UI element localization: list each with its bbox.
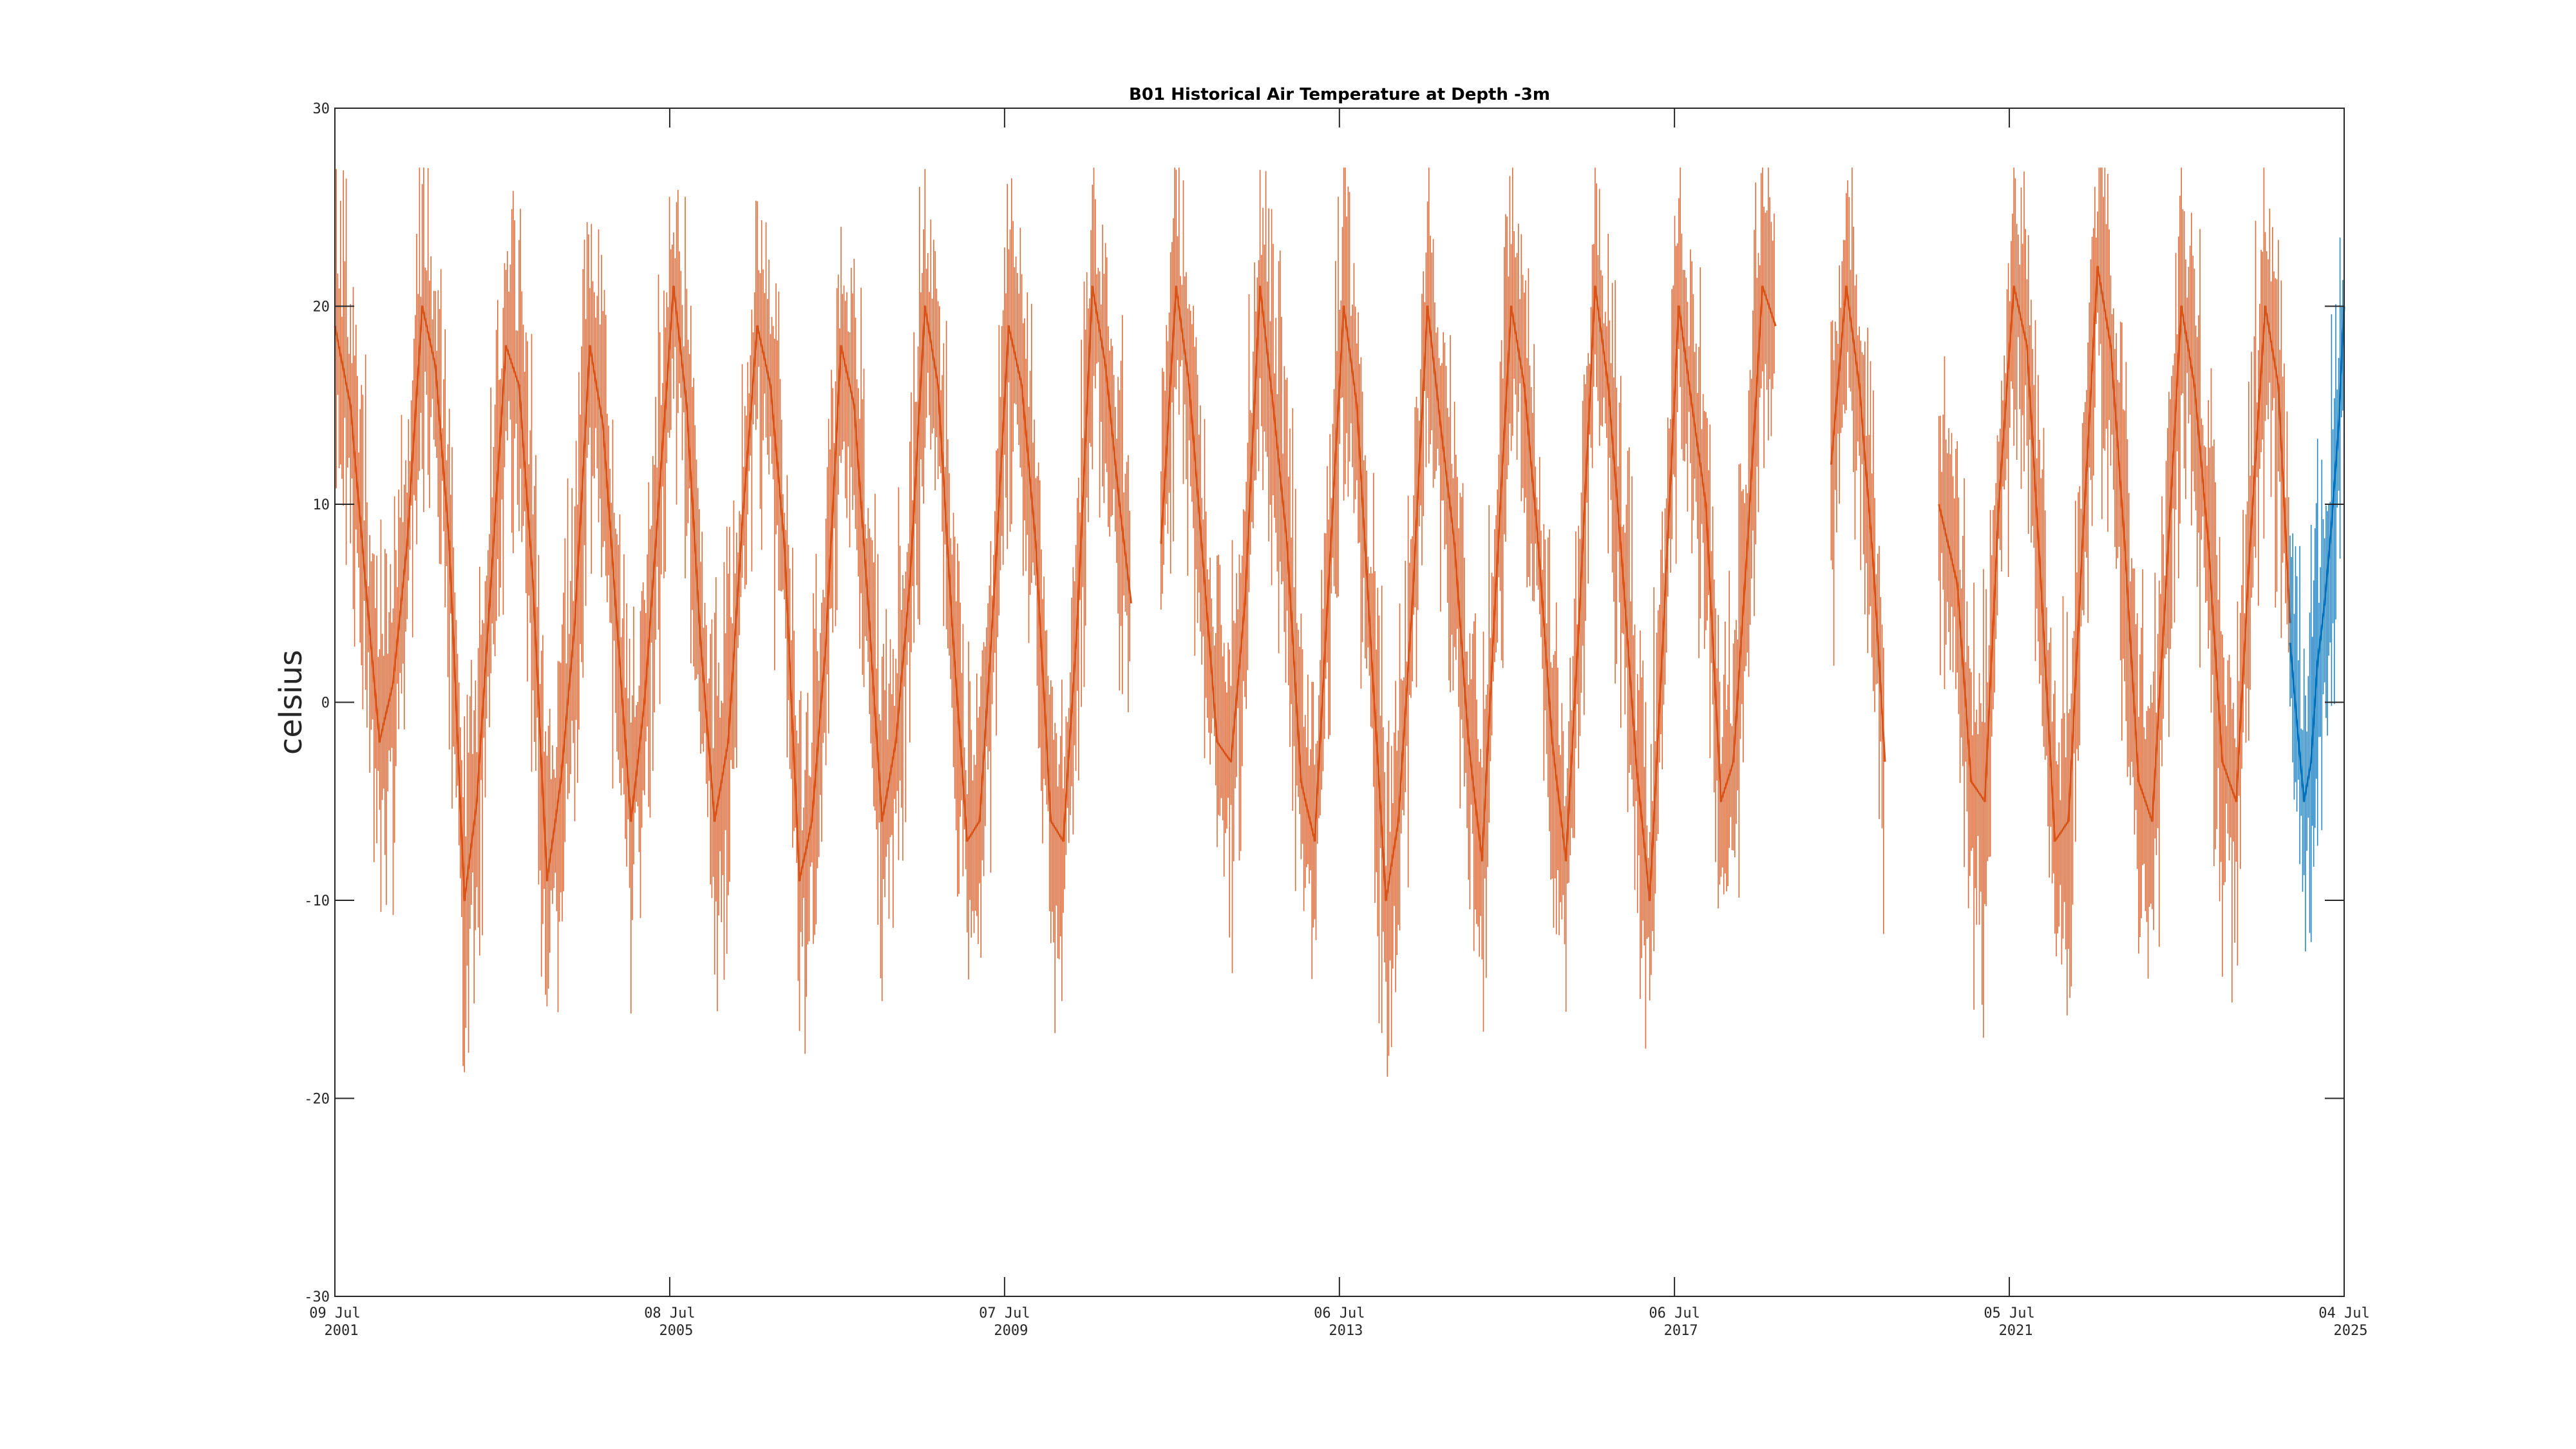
x-tick-label-day: 06 Jul	[1649, 1305, 1700, 1321]
y-tick-label: 20	[313, 299, 330, 316]
series-variability	[1160, 167, 1775, 1077]
series-variability	[334, 167, 1130, 1072]
series-variability	[2289, 237, 2344, 952]
x-tick-label-day: 07 Jul	[979, 1305, 1030, 1321]
x-tick-label-year: 2005	[659, 1323, 693, 1339]
y-tick-label: 30	[313, 101, 330, 117]
y-tick-label: -20	[304, 1092, 330, 1108]
y-tick-label: -30	[304, 1289, 330, 1305]
y-tick-label: 10	[313, 497, 330, 513]
series-layer	[334, 167, 2345, 1077]
x-tick-label-year: 2017	[1664, 1323, 1698, 1339]
x-tick-label-year: 2001	[325, 1323, 359, 1339]
x-tick-label-year: 2021	[1999, 1323, 2033, 1339]
x-tick-label-day: 09 Jul	[309, 1305, 360, 1321]
x-tick-label-day: 08 Jul	[644, 1305, 695, 1321]
y-tick-label: -10	[304, 893, 330, 909]
x-tick-label-year: 2025	[2334, 1323, 2368, 1339]
series-variability	[1830, 167, 1884, 934]
series-0	[334, 167, 2291, 1077]
y-axis-label: celsius	[273, 650, 309, 755]
series-1	[2289, 237, 2345, 952]
x-tick-label-year: 2009	[994, 1323, 1028, 1339]
ticks-layer: -30 -20 -10 0 10 20 30 09 Jul 2001 08 Jul 2005 07 J…	[304, 101, 2369, 1339]
x-tick-label-year: 2013	[1329, 1323, 1363, 1339]
x-tick-label-day: 04 Jul	[2318, 1305, 2369, 1321]
chart-title: B01 Historical Air Temperature at Depth …	[1129, 85, 1550, 104]
x-tick-label-day: 06 Jul	[1314, 1305, 1365, 1321]
series-variability	[1938, 167, 2289, 1038]
x-tick-label-day: 05 Jul	[1984, 1305, 2034, 1321]
y-tick-label: 0	[321, 696, 330, 712]
